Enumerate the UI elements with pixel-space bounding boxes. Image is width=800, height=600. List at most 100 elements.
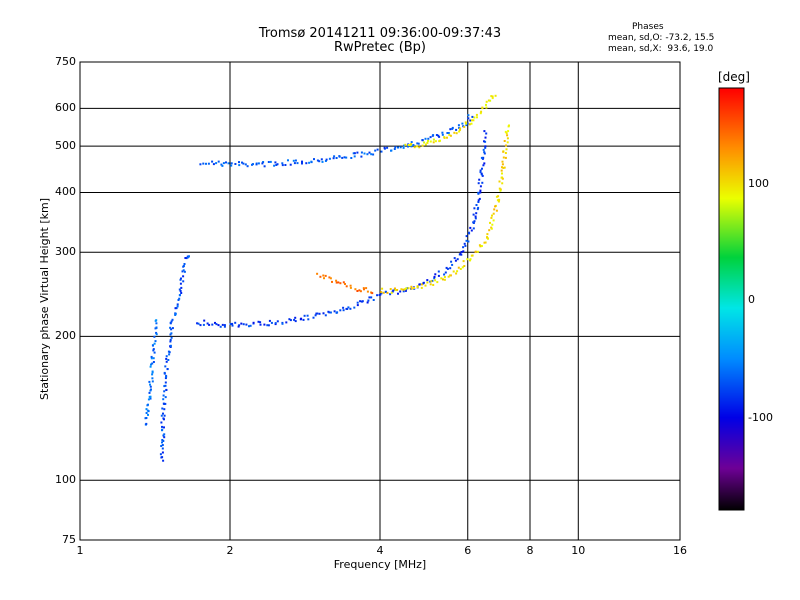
colorbar-band	[719, 119, 744, 121]
colorbar-band	[719, 208, 744, 210]
colorbar-band	[719, 420, 744, 422]
colorbar-band	[719, 397, 744, 399]
colorbar-band	[719, 321, 744, 323]
data-point	[427, 139, 429, 142]
colorbar-band	[719, 352, 744, 354]
colorbar-band	[719, 271, 744, 273]
data-point	[500, 169, 503, 172]
data-point	[176, 305, 179, 308]
data-point	[497, 200, 500, 203]
data-point	[164, 384, 167, 387]
colorbar-band	[719, 170, 744, 172]
colorbar-band	[719, 252, 744, 254]
colorbar-band	[719, 234, 744, 236]
colorbar-band	[719, 210, 744, 212]
data-point	[479, 171, 482, 174]
colorbar-band	[719, 409, 744, 411]
data-point	[417, 142, 420, 145]
colorbar-band	[719, 433, 744, 435]
colorbar-band	[719, 207, 744, 209]
data-point	[463, 125, 466, 128]
colorbar-band	[719, 451, 744, 453]
colorbar-band	[719, 484, 744, 486]
data-points	[144, 94, 510, 462]
colorbar-band	[719, 112, 744, 114]
data-point	[477, 201, 480, 203]
colorbar-band	[719, 88, 744, 90]
x-tick-label: 10	[571, 544, 586, 557]
data-point	[474, 250, 477, 253]
data-point	[490, 226, 493, 229]
data-point	[145, 417, 148, 419]
colorbar-band	[719, 181, 744, 183]
data-point	[316, 312, 319, 315]
data-point	[308, 161, 311, 164]
data-point	[176, 303, 179, 306]
colorbar-band	[719, 340, 744, 342]
data-point	[341, 156, 344, 159]
colorbar-band	[719, 259, 744, 261]
data-point	[162, 434, 165, 437]
data-point	[480, 110, 483, 113]
data-point	[435, 134, 438, 136]
data-point	[163, 414, 166, 417]
colorbar-band	[719, 343, 744, 345]
data-point	[484, 140, 487, 143]
data-point	[473, 207, 476, 210]
colorbar-band	[719, 286, 744, 288]
y-tick-label: 100	[55, 473, 76, 487]
data-point	[485, 103, 487, 106]
data-point	[404, 143, 407, 146]
data-point	[220, 163, 223, 166]
data-point	[476, 116, 478, 119]
data-point	[483, 130, 486, 133]
data-point	[343, 156, 346, 159]
data-point	[349, 307, 352, 310]
colorbar-band	[719, 109, 744, 111]
colorbar-band	[719, 415, 744, 417]
colorbar-band	[719, 115, 744, 117]
data-point	[319, 275, 322, 278]
data-point	[454, 259, 457, 262]
data-point	[504, 152, 507, 154]
data-point	[421, 139, 424, 142]
colorbar-band	[719, 206, 744, 208]
data-point	[366, 301, 369, 304]
colorbar-band	[719, 406, 744, 408]
data-point	[434, 279, 437, 282]
data-point	[504, 130, 507, 133]
data-point	[507, 130, 510, 133]
colorbar-band	[719, 338, 744, 340]
data-point	[342, 306, 345, 309]
data-point	[281, 164, 284, 167]
data-point	[318, 160, 321, 163]
colorbar-band	[719, 233, 744, 235]
data-point	[215, 162, 218, 165]
data-point	[441, 131, 444, 134]
colorbar-band	[719, 255, 744, 257]
x-tick-label: 16	[673, 544, 687, 557]
data-point	[347, 306, 350, 309]
colorbar-tick-0: 0	[748, 293, 755, 306]
colorbar-band	[719, 280, 744, 282]
colorbar-band	[719, 290, 744, 292]
colorbar-band	[719, 154, 744, 156]
data-point	[322, 312, 325, 315]
data-point	[476, 250, 479, 253]
colorbar-band	[719, 463, 744, 465]
colorbar-band	[719, 268, 744, 270]
colorbar-band	[719, 342, 744, 344]
data-point	[293, 162, 296, 165]
colorbar-band	[719, 245, 744, 247]
data-point	[477, 199, 480, 202]
colorbar-band	[719, 110, 744, 112]
data-point	[321, 160, 324, 163]
colorbar-band	[719, 151, 744, 153]
colorbar-band	[719, 427, 744, 429]
data-point	[274, 322, 277, 325]
colorbar-band	[719, 216, 744, 218]
data-point	[499, 189, 502, 192]
data-point	[151, 380, 154, 383]
colorbar-band	[719, 165, 744, 167]
